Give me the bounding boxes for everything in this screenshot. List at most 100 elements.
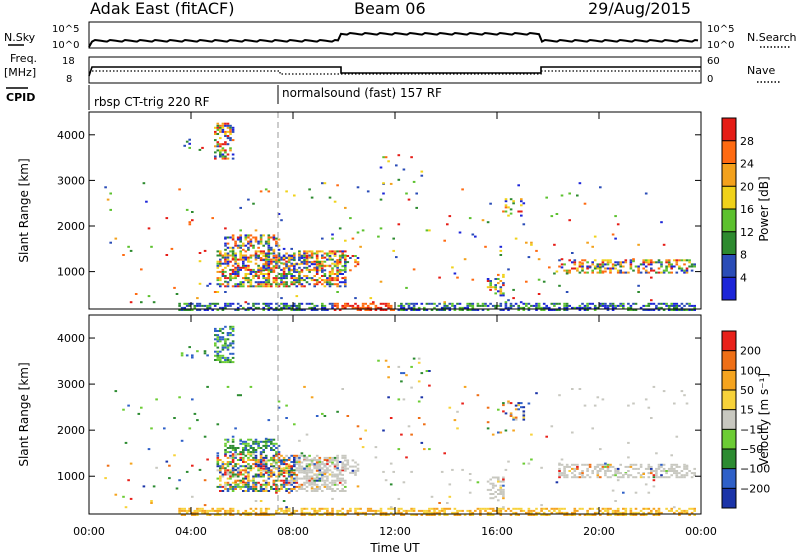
data-cell: [254, 285, 258, 288]
data-cell: [303, 385, 306, 388]
data-cell: [650, 511, 653, 514]
data-cell: [219, 340, 222, 343]
colorbar-tick-label: 15: [740, 404, 754, 417]
data-cell: [303, 511, 306, 514]
data-cell: [257, 250, 260, 253]
data-cell: [616, 261, 620, 264]
data-cell: [305, 463, 309, 466]
data-cell: [519, 306, 523, 309]
data-cell: [535, 392, 538, 395]
data-cell: [532, 304, 536, 307]
data-cell: [537, 306, 541, 309]
data-cell: [542, 511, 546, 514]
data-cell: [310, 263, 314, 266]
data-cell: [226, 260, 230, 263]
data-cell: [219, 483, 222, 486]
data-cell: [259, 509, 263, 512]
data-cell: [247, 264, 250, 267]
data-cell: [254, 273, 258, 275]
data-cell: [565, 511, 569, 514]
data-cell: [242, 285, 245, 288]
data-cell: [588, 266, 592, 269]
data-cell: [249, 238, 253, 241]
data-cell: [331, 273, 334, 275]
data-cell: [275, 490, 278, 492]
data-cell: [660, 465, 663, 468]
data-cell: [280, 256, 283, 259]
data-cell: [293, 461, 296, 463]
data-cell: [277, 309, 281, 311]
data-cell: [257, 459, 260, 461]
data-cell: [254, 281, 258, 284]
data-cell: [364, 309, 367, 311]
data-cell: [344, 459, 347, 462]
data-cell: [252, 447, 255, 449]
data-cell: [249, 444, 253, 447]
data-cell: [527, 309, 531, 311]
data-cell: [443, 309, 446, 311]
data-cell: [321, 263, 324, 266]
data-cell: [522, 414, 526, 417]
data-cell: [356, 257, 360, 259]
data-cell: [647, 507, 651, 510]
data-cell: [282, 258, 286, 261]
data-cell: [675, 509, 679, 512]
data-cell: [655, 467, 658, 470]
data-cell: [685, 302, 689, 305]
data-cell: [499, 288, 503, 291]
data-cell: [221, 143, 225, 146]
data-cell: [560, 463, 564, 466]
data-cell: [104, 477, 107, 480]
data-cell: [191, 219, 194, 222]
data-cell: [670, 470, 673, 472]
data-cell: [491, 482, 495, 485]
data-cell: [655, 271, 658, 274]
data-cell: [323, 481, 327, 484]
data-cell: [224, 227, 227, 230]
data-cell: [558, 306, 561, 309]
data-cell: [489, 514, 492, 516]
data-cell: [328, 257, 332, 259]
data-cell: [183, 306, 186, 309]
data-cell: [474, 509, 477, 512]
data-cell: [486, 507, 490, 510]
data-cell: [264, 302, 268, 305]
data-cell: [609, 507, 612, 510]
data-cell: [662, 476, 666, 479]
data-cell: [315, 309, 319, 311]
data-cell: [290, 306, 293, 309]
data-cell: [295, 306, 299, 309]
data-cell: [282, 270, 286, 273]
data-cell: [305, 275, 309, 277]
data-cell: [270, 447, 273, 449]
data-cell: [231, 325, 235, 328]
data-cell: [308, 514, 311, 516]
data-cell: [252, 459, 255, 461]
data-cell: [224, 463, 227, 466]
data-cell: [453, 309, 457, 311]
colorbar-tick-label: 4: [740, 271, 747, 284]
data-cell: [298, 275, 301, 277]
data-cell: [224, 444, 227, 447]
data-cell: [448, 309, 452, 311]
data-cell: [231, 459, 235, 461]
data-cell: [412, 514, 416, 516]
data-cell: [267, 471, 271, 474]
data-cell: [599, 514, 602, 516]
data-cell: [287, 483, 291, 486]
data-cell: [242, 283, 245, 286]
data-cell: [627, 309, 630, 311]
data-cell: [285, 507, 288, 510]
data-cell: [614, 304, 617, 307]
data-cell: [627, 474, 630, 477]
data-cell: [563, 470, 566, 472]
data-cell: [553, 243, 556, 246]
data-cell: [285, 302, 288, 305]
data-cell: [259, 268, 263, 271]
data-cell: [606, 476, 610, 479]
data-cell: [191, 354, 194, 357]
data-cell: [326, 471, 329, 474]
data-cell: [287, 481, 291, 484]
data-cell: [644, 265, 648, 268]
data-cell: [201, 511, 204, 514]
